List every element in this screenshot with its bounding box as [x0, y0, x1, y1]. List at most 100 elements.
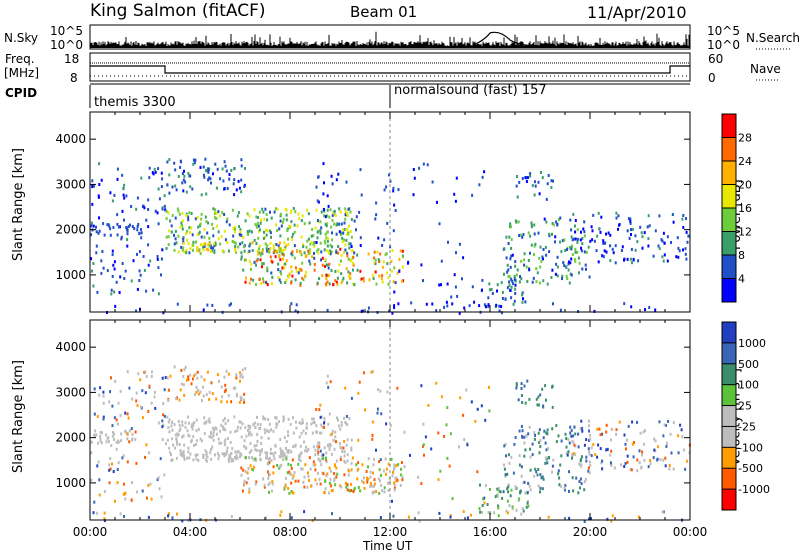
heatmap-cell: [521, 401, 524, 404]
heatmap-cell: [226, 400, 229, 404]
heatmap-cell: [658, 214, 661, 218]
heatmap-cell: [514, 260, 517, 264]
heatmap-cell: [190, 382, 193, 386]
heatmap-cell: [488, 288, 491, 292]
power-colorbar-tick-label: 12: [738, 226, 752, 239]
heatmap-cell: [308, 221, 311, 225]
heatmap-cell: [235, 188, 238, 192]
heatmap-cell: [161, 425, 164, 429]
heatmap-cell: [552, 179, 554, 183]
heatmap-cell: [136, 287, 139, 291]
heatmap-cell: [174, 229, 177, 233]
y-tick-label: 1000: [55, 476, 86, 490]
heatmap-cell: [243, 400, 245, 404]
heatmap-cell: [274, 249, 277, 253]
heatmap-cell: [200, 212, 203, 216]
heatmap-cell: [105, 440, 108, 444]
heatmap-cell: [359, 269, 362, 273]
heatmap-cell: [522, 509, 525, 513]
heatmap-cell: [352, 255, 355, 259]
heatmap-cell: [576, 237, 579, 241]
heatmap-cell: [520, 424, 523, 428]
heatmap-cell: [126, 432, 129, 436]
heatmap-cell: [203, 416, 206, 420]
heatmap-cell: [290, 265, 293, 269]
heatmap-cell: [678, 249, 681, 253]
heatmap-cell: [228, 177, 231, 181]
heatmap-cell: [647, 244, 650, 248]
heatmap-cell: [573, 425, 576, 429]
heatmap-cell: [290, 481, 293, 485]
noise-search-bump: [469, 31, 541, 48]
heatmap-cell: [537, 431, 540, 435]
heatmap-cell: [630, 233, 632, 236]
heatmap-cell: [294, 309, 297, 313]
heatmap-cell: [240, 466, 243, 470]
heatmap-cell: [270, 459, 273, 463]
heatmap-cell: [101, 431, 103, 435]
heatmap-cell: [504, 473, 507, 477]
heatmap-cell: [256, 440, 259, 443]
heatmap-cell: [234, 245, 237, 248]
heatmap-cell: [521, 429, 524, 433]
heatmap-cell: [179, 159, 182, 163]
heatmap-cell: [325, 277, 328, 280]
heatmap-cell: [373, 478, 376, 482]
heatmap-cell: [294, 278, 297, 282]
heatmap-cell: [182, 453, 185, 457]
heatmap-cell: [653, 437, 656, 441]
heatmap-cell: [200, 243, 202, 247]
heatmap-cell: [538, 441, 541, 444]
heatmap-cell: [316, 281, 319, 285]
heatmap-cell: [160, 495, 163, 499]
heatmap-cell: [571, 253, 574, 256]
heatmap-cell: [523, 441, 526, 445]
heatmap-cell: [363, 486, 366, 490]
heatmap-cell: [512, 471, 515, 475]
heatmap-cell: [643, 442, 646, 446]
heatmap-cell: [213, 428, 215, 432]
heatmap-cell: [121, 456, 124, 460]
heatmap-cell: [577, 432, 580, 436]
heatmap-cell: [520, 512, 523, 516]
heatmap-cell: [222, 419, 225, 423]
heatmap-cell: [587, 447, 590, 451]
heatmap-cell: [670, 451, 673, 455]
heatmap-cell: [546, 461, 549, 465]
heatmap-cell: [359, 236, 362, 240]
heatmap-cell: [123, 218, 125, 222]
velocity-colorbar-tick-label: 100: [738, 379, 759, 392]
heatmap-cell: [303, 475, 306, 479]
heatmap-cell: [240, 453, 243, 457]
heatmap-cell: [331, 429, 334, 433]
heatmap-cell: [602, 239, 605, 243]
heatmap-cell: [348, 274, 350, 278]
heatmap-cell: [395, 464, 398, 468]
heatmap-cell: [530, 243, 533, 247]
heatmap-cell: [393, 486, 396, 490]
heatmap-cell: [481, 510, 483, 514]
heatmap-cell: [284, 207, 287, 211]
heatmap-cell: [334, 279, 337, 283]
heatmap-cell: [292, 416, 294, 420]
heatmap-cell: [206, 231, 209, 235]
heatmap-cell: [331, 238, 334, 242]
heatmap-cell: [337, 418, 339, 422]
heatmap-cell: [294, 210, 297, 214]
heatmap-cell: [177, 420, 180, 423]
y-tick-label: 3000: [55, 177, 86, 191]
heatmap-cell: [266, 429, 269, 433]
heatmap-cell: [329, 252, 332, 256]
heatmap-cell: [266, 266, 269, 270]
heatmap-cell: [165, 209, 168, 213]
heatmap-cell: [90, 440, 93, 444]
heatmap-cell: [343, 221, 346, 225]
heatmap-cell: [529, 468, 532, 472]
heatmap-cell: [259, 423, 262, 427]
heatmap-cell: [346, 459, 349, 463]
heatmap-cell: [317, 457, 320, 461]
heatmap-cell: [343, 454, 346, 458]
heatmap-cell: [393, 463, 396, 467]
heatmap-cell: [268, 456, 271, 460]
heatmap-cell: [130, 481, 133, 485]
